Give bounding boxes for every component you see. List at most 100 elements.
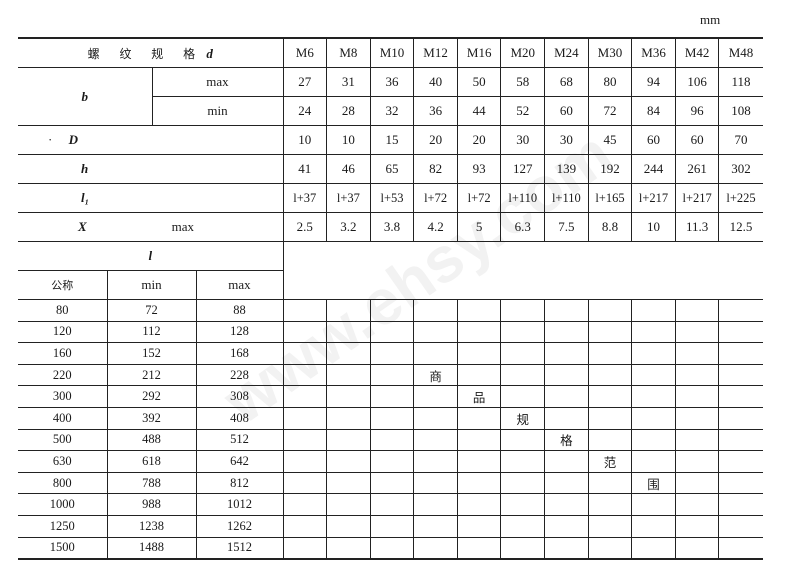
bolt-spec-table: 螺 纹 规 格 d M6 M8 M10 M12 M16 M20 M24 M30 M36 M42 M4…	[18, 37, 763, 561]
range-cell	[587, 428, 633, 452]
l-table-row: 630 618 642 范	[18, 450, 763, 473]
X-value: 3.8	[369, 212, 415, 242]
h-value: 139	[544, 154, 589, 184]
header-row: 螺 纹 规 格 d M6 M8 M10 M12 M16 M20 M24 M30 M36 M42 M4…	[18, 37, 763, 68]
range-cell	[282, 320, 328, 344]
l-min-value: 72	[106, 299, 197, 322]
range-cell	[500, 493, 546, 516]
l1-value: l+110	[544, 183, 589, 213]
D-value: 20	[456, 125, 502, 155]
range-cell	[587, 385, 633, 408]
range-cell	[456, 536, 502, 561]
range-cell	[282, 363, 328, 387]
D-value: 10	[326, 125, 371, 155]
range-cell	[369, 385, 415, 408]
max-header: max	[195, 270, 284, 300]
range-cell	[282, 342, 328, 365]
range-cell	[631, 320, 676, 344]
l-nominal-value: 800	[18, 471, 108, 495]
l-min-value: 152	[106, 342, 197, 365]
range-cell	[326, 536, 371, 561]
h-row: h 41 46 65 82 93 127 139 192 244 261 302	[18, 154, 763, 184]
range-cell	[718, 299, 763, 322]
bmin-value: 108	[718, 96, 763, 126]
b-max-row: b max 27 31 36 40 50 58 68 80 94 106 118	[18, 67, 763, 126]
bmin-value: 44	[456, 96, 502, 126]
range-cell	[282, 536, 328, 561]
unit-label: mm	[700, 12, 721, 27]
D-value: 60	[631, 125, 676, 155]
D-value: 20	[413, 125, 458, 155]
range-cell	[282, 493, 328, 516]
range-cell	[587, 406, 633, 430]
bmin-value: 84	[631, 96, 676, 126]
X-value: 5	[456, 212, 502, 242]
head-value: M6	[282, 37, 328, 68]
range-cell	[282, 471, 328, 495]
l-nominal-value: 1500	[18, 536, 108, 561]
thread-spec-header: 螺 纹 规 格 d	[18, 37, 284, 68]
X-value: 3.2	[326, 212, 371, 242]
range-cell	[282, 450, 328, 473]
range-cell	[544, 514, 589, 538]
range-cell	[369, 428, 415, 452]
l1-value: l+37	[326, 183, 371, 213]
l-nominal-value: 120	[18, 320, 108, 344]
range-cell	[456, 320, 502, 344]
range-cell	[544, 406, 589, 430]
b-label: b	[18, 67, 153, 126]
range-cell	[413, 450, 458, 473]
X-value: 7.5	[544, 212, 589, 242]
range-cell	[674, 450, 720, 473]
range-cell	[544, 493, 589, 516]
range-cell	[369, 471, 415, 495]
range-cell	[544, 363, 589, 387]
range-cell	[544, 471, 589, 495]
range-cell	[718, 363, 763, 387]
nominal-header: 公称	[18, 270, 108, 300]
h-value: 82	[413, 154, 458, 184]
l1-row: l₁ l+37 l+37 l+53 l+72 l+72 l+110 l+110 l+165 l+…	[18, 183, 763, 213]
bmin-value: 96	[674, 96, 720, 126]
head-value: M42	[674, 37, 720, 68]
range-cell	[500, 385, 546, 408]
range-cell	[282, 514, 328, 538]
l-max-value: 408	[195, 406, 284, 430]
range-cell	[544, 320, 589, 344]
D-value: 70	[718, 125, 763, 155]
l1-value: l+37	[282, 183, 328, 213]
range-cell	[369, 536, 415, 561]
l-max-value: 812	[195, 471, 284, 495]
range-cell	[326, 514, 371, 538]
range-cell	[718, 471, 763, 495]
range-cell	[587, 514, 633, 538]
l-min-value: 618	[106, 450, 197, 473]
head-value: M30	[587, 37, 633, 68]
range-cell	[326, 320, 371, 344]
range-cell	[587, 363, 633, 387]
bmax-value: 50	[456, 67, 502, 97]
l-table-row: 160 152 168	[18, 342, 763, 365]
range-cell	[718, 536, 763, 561]
range-cell	[718, 342, 763, 365]
X-value: 4.2	[413, 212, 458, 242]
range-cell	[282, 406, 328, 430]
bmin-value: 52	[500, 96, 546, 126]
D-value: 30	[544, 125, 589, 155]
bmin-value: 60	[544, 96, 589, 126]
range-cell	[674, 428, 720, 452]
range-cell	[456, 406, 502, 430]
l-min-value: 292	[106, 385, 197, 408]
range-cell	[674, 471, 720, 495]
D-value: 15	[369, 125, 415, 155]
range-cell	[369, 363, 415, 387]
h-value: 93	[456, 154, 502, 184]
l1-value: l+53	[369, 183, 415, 213]
range-cell	[413, 493, 458, 516]
range-cell	[631, 514, 676, 538]
range-cell	[456, 471, 502, 495]
range-cell	[718, 406, 763, 430]
range-cell	[456, 299, 502, 322]
range-cell	[369, 514, 415, 538]
